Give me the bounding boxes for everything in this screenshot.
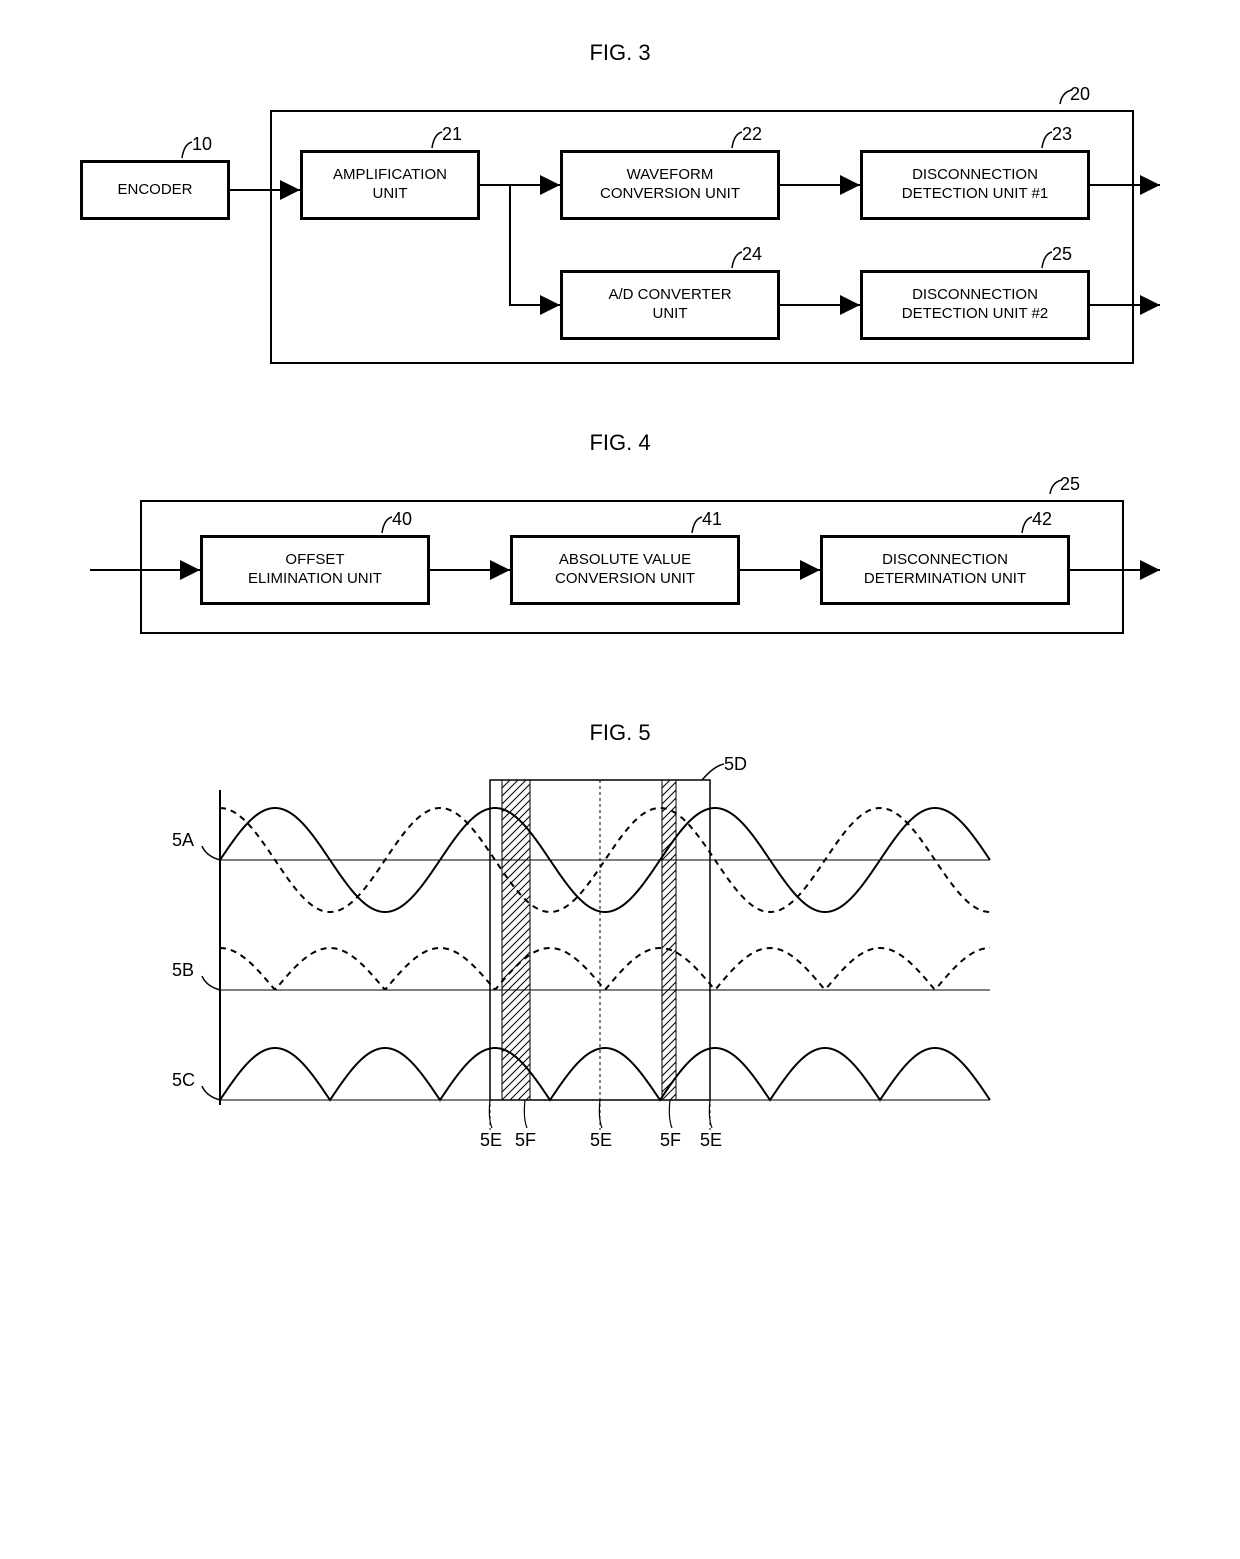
figure-5: FIG. 5 5A 5B 5C 5D 5E 5F 5E 5F 5E	[70, 720, 1170, 1210]
label-bottom-3: 5F	[660, 1130, 681, 1151]
figure-4-title: FIG. 4	[70, 430, 1170, 456]
figure-5-diagram: 5A5B5C5D5E5F5E5F5E	[70, 770, 1020, 1210]
label-5B: 5B	[172, 960, 194, 981]
figure-4-diagram: 25OFFSETELIMINATION UNIT40ABSOLUTE VALUE…	[70, 480, 1170, 660]
label-5D: 5D	[724, 754, 747, 775]
figure-3-title: FIG. 3	[70, 40, 1170, 66]
figure-3-diagram: 20ENCODER10AMPLIFICATIONUNIT21WAVEFORMCO…	[70, 90, 1170, 370]
label-bottom-0: 5E	[480, 1130, 502, 1151]
label-bottom-4: 5E	[700, 1130, 722, 1151]
label-5A: 5A	[172, 830, 194, 851]
label-5C: 5C	[172, 1070, 195, 1091]
figure-5-title: FIG. 5	[70, 720, 1170, 746]
figure-3: FIG. 3 20ENCODER10AMPLIFICATIONUNIT21WAV…	[70, 40, 1170, 370]
label-bottom-2: 5E	[590, 1130, 612, 1151]
label-bottom-1: 5F	[515, 1130, 536, 1151]
figure-4: FIG. 4 25OFFSETELIMINATION UNIT40ABSOLUT…	[70, 430, 1170, 660]
